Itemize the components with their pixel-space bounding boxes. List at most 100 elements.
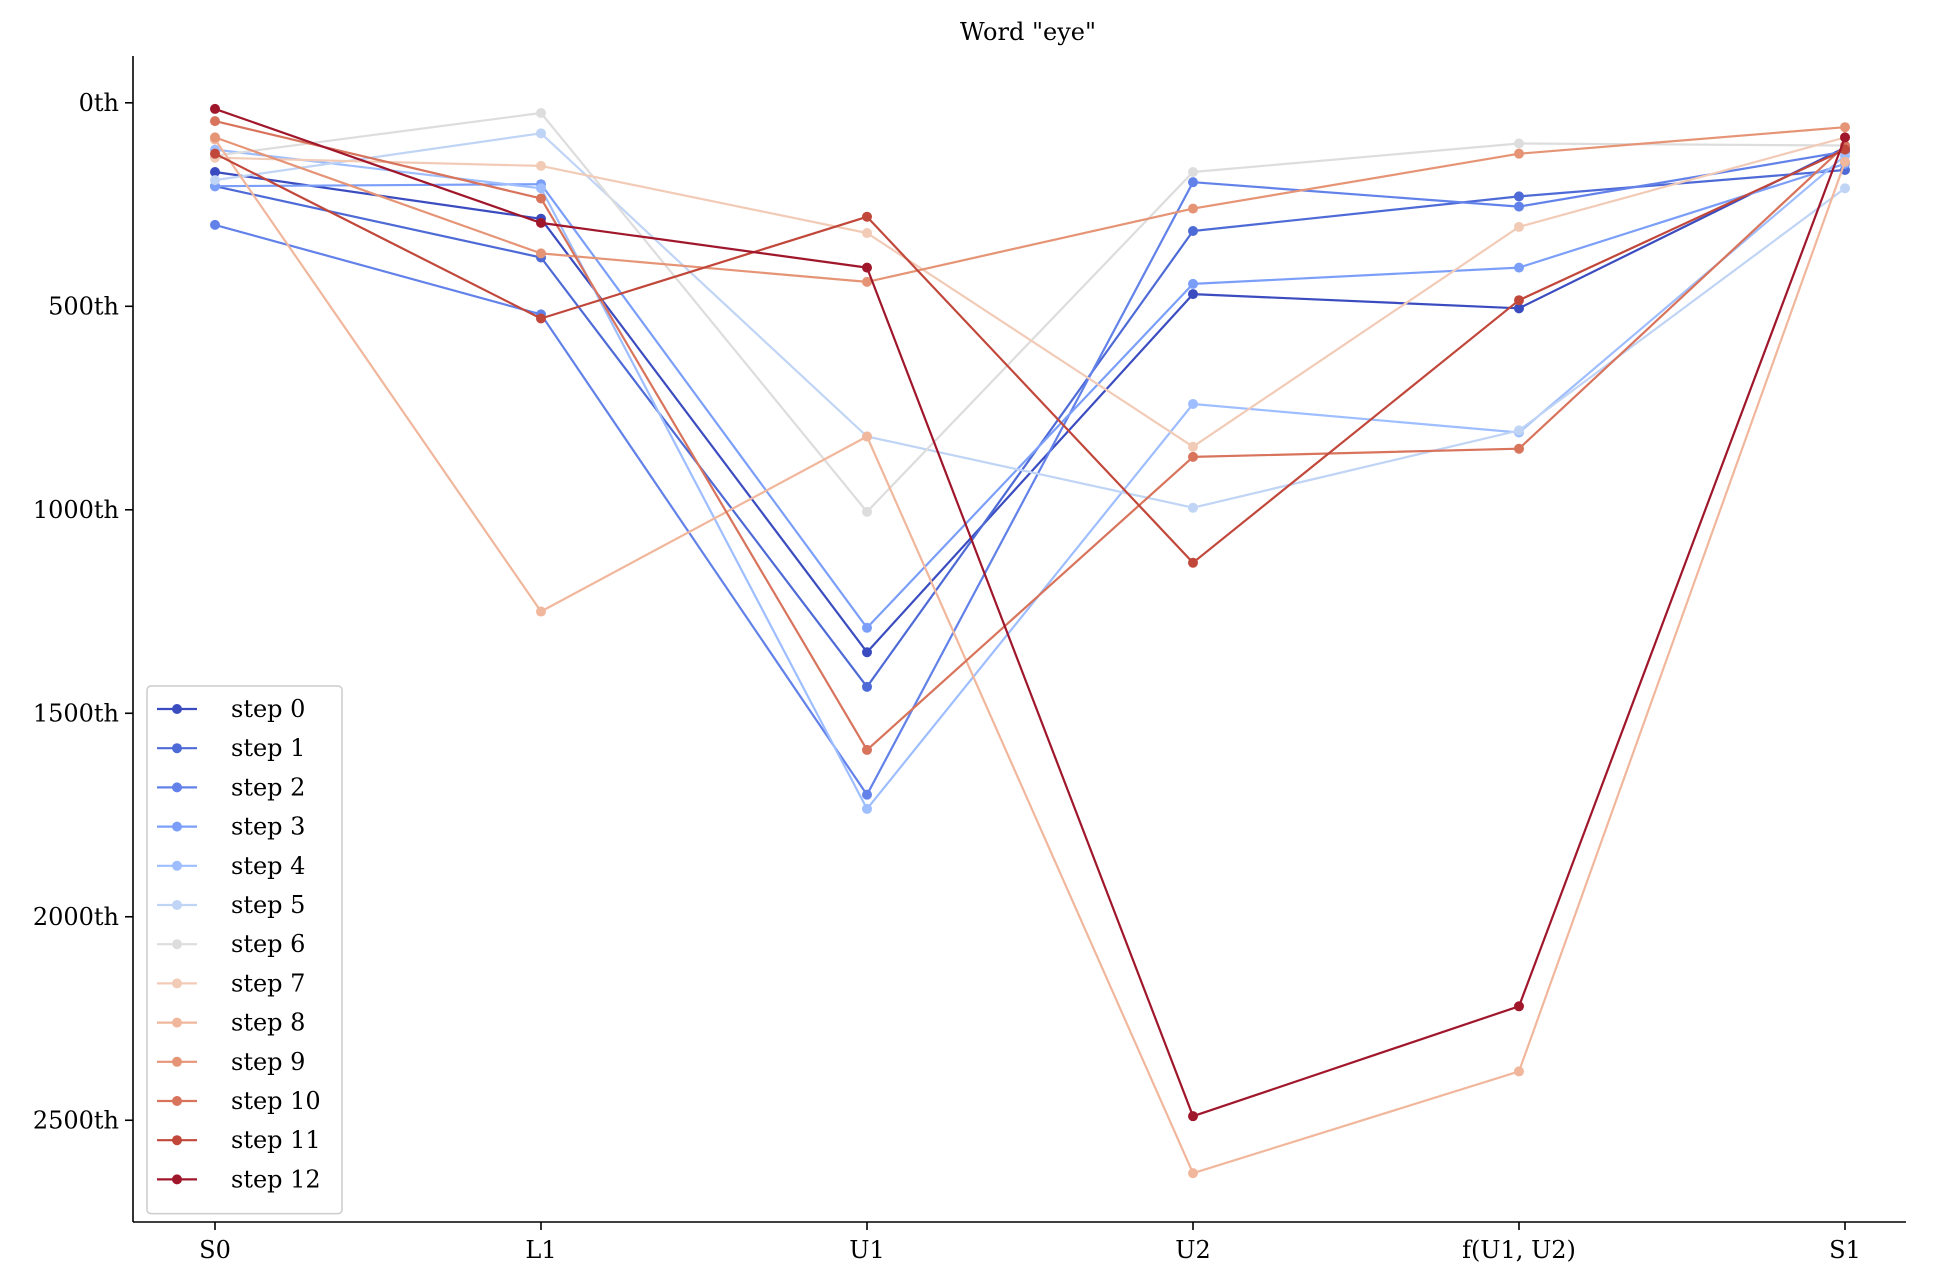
data-point	[1514, 1001, 1524, 1012]
legend-item: step 0	[157, 695, 305, 723]
data-point	[1188, 166, 1198, 177]
series-step-10	[210, 116, 1850, 755]
data-point	[862, 431, 872, 442]
legend-box	[146, 685, 343, 1215]
data-point	[862, 228, 872, 239]
legend-marker	[172, 900, 182, 910]
y-tick-label: 2000th	[33, 903, 119, 931]
series-step-8	[210, 134, 1850, 1179]
data-point	[210, 116, 220, 127]
y-tick-label: 1500th	[33, 699, 119, 727]
legend-item: step 1	[157, 734, 305, 762]
data-point	[1188, 398, 1198, 409]
legend-marker	[172, 860, 182, 871]
series-step-12	[210, 103, 1850, 1122]
legend-label: step 1	[231, 734, 305, 762]
data-point	[210, 175, 220, 186]
legend-item: step 5	[157, 891, 305, 919]
data-point	[210, 219, 220, 230]
data-point	[210, 103, 220, 114]
series-step-0	[210, 142, 1850, 658]
y-tick-label: 500th	[48, 292, 119, 320]
data-point	[1188, 1168, 1198, 1179]
legend-marker	[172, 1017, 182, 1028]
x-tick-label: U1	[849, 1236, 885, 1264]
legend-item: step 4	[157, 852, 305, 880]
legend-label: step 8	[231, 1009, 305, 1037]
data-point	[1188, 278, 1198, 289]
data-point	[1514, 191, 1524, 202]
legend-item: step 2	[157, 773, 305, 801]
data-point	[1188, 502, 1198, 513]
chart-title: Word "eye"	[960, 18, 1096, 46]
series-line	[214, 168, 1846, 688]
data-point	[1514, 303, 1524, 314]
legend-label: step 9	[231, 1048, 305, 1076]
series-step-9	[210, 122, 1850, 287]
series-line	[214, 132, 1846, 509]
data-point	[1514, 201, 1524, 212]
data-point	[1188, 226, 1198, 237]
legend-item: step 8	[157, 1009, 305, 1037]
legend-marker	[172, 1096, 182, 1106]
legend-label: step 11	[231, 1126, 321, 1154]
series-line	[214, 107, 1847, 1118]
legend-label: step 10	[231, 1087, 321, 1115]
legend-label: step 3	[231, 813, 305, 841]
y-tick-label: 2500th	[33, 1106, 119, 1134]
data-point	[1514, 425, 1524, 436]
series-line	[214, 111, 1846, 513]
x-tick-label: S0	[199, 1236, 231, 1264]
data-point	[1840, 183, 1850, 194]
series-line	[214, 138, 1847, 1175]
data-point	[536, 128, 546, 139]
legend-label: step 12	[231, 1165, 321, 1193]
legend-label: step 5	[231, 891, 305, 919]
legend-marker	[172, 821, 182, 832]
data-point	[210, 132, 220, 143]
data-point	[1514, 262, 1524, 273]
x-tick-label: f(U1, U2)	[1462, 1236, 1576, 1264]
axes: 0th 500th 1000th 1500th 2000th 2500th S0 L1 U1 U2…	[33, 56, 1906, 1264]
legend-item: step 9	[157, 1048, 305, 1076]
data-point	[1840, 132, 1850, 143]
data-point	[1188, 289, 1198, 300]
data-point	[862, 647, 872, 658]
data-point	[1840, 122, 1850, 133]
data-point	[1514, 295, 1524, 306]
data-point	[210, 148, 220, 159]
data-point	[536, 606, 546, 617]
x-tick-label: S1	[1829, 1236, 1861, 1264]
data-point	[862, 211, 872, 222]
data-point	[862, 622, 872, 633]
legend-marker	[172, 1135, 182, 1146]
data-point	[1188, 557, 1198, 568]
data-point	[1840, 156, 1850, 167]
data-point	[1514, 148, 1524, 159]
x-tick-label: U2	[1175, 1236, 1211, 1264]
legend-label: step 2	[231, 773, 305, 801]
series-line	[214, 136, 1846, 448]
y-tick-label: 0th	[79, 89, 119, 117]
series-line	[214, 148, 1846, 564]
legend-label: step 0	[231, 695, 305, 723]
data-point	[862, 744, 872, 755]
data-point	[1188, 177, 1198, 188]
data-point	[536, 107, 546, 118]
data-point	[862, 789, 872, 800]
series-line	[214, 162, 1846, 629]
data-point	[536, 248, 546, 259]
data-point	[1514, 1066, 1524, 1077]
data-point	[862, 506, 872, 517]
legend-marker	[172, 1056, 182, 1067]
series-line	[214, 148, 1846, 811]
data-point	[1188, 1111, 1198, 1122]
data-point	[862, 681, 872, 692]
legend-item: step 12	[157, 1165, 321, 1193]
data-point	[536, 183, 546, 194]
x-tick-label: L1	[525, 1236, 556, 1264]
series-step-1	[210, 164, 1850, 692]
data-point	[1514, 221, 1524, 232]
